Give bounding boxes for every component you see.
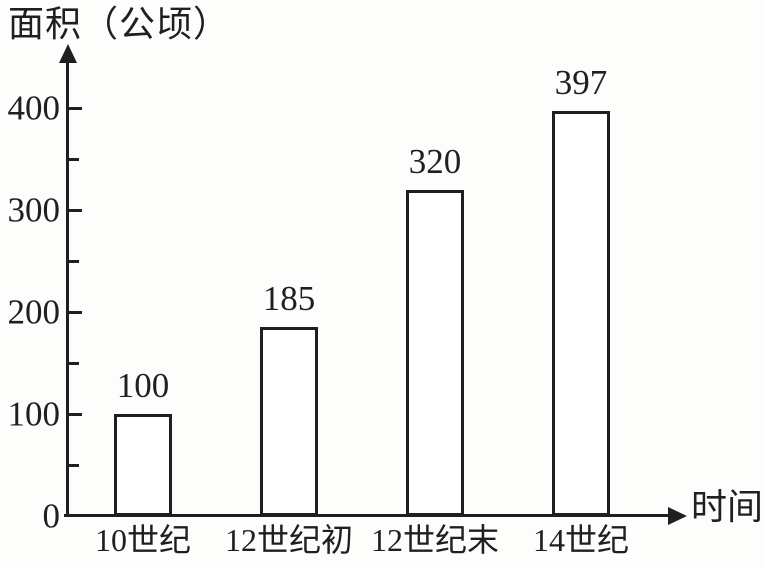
y-axis-line <box>66 52 69 517</box>
y-tick-label: 200 <box>7 292 61 332</box>
x-axis-label: 时间 <box>691 487 763 527</box>
y-tick-label: 0 <box>42 496 61 536</box>
x-category-label: 10世纪 <box>94 522 192 558</box>
y-axis-minor-tick <box>68 463 79 467</box>
x-category-label: 12世纪初 <box>224 522 354 558</box>
x-category-label: 12世纪末 <box>370 522 500 558</box>
y-axis-major-tick <box>68 208 82 212</box>
y-tick-label: 300 <box>7 190 61 230</box>
bar-value-label: 320 <box>408 142 462 181</box>
y-axis-major-tick <box>68 310 82 314</box>
y-tick-label: 100 <box>7 394 61 434</box>
y-axis-minor-tick <box>68 157 79 161</box>
bar <box>406 190 464 516</box>
bar <box>114 414 172 516</box>
x-category-label: 14世纪 <box>532 522 630 558</box>
y-axis-minor-tick <box>68 361 79 365</box>
x-axis-line <box>64 514 672 517</box>
y-axis-major-tick <box>68 412 82 416</box>
bar <box>552 111 610 516</box>
y-tick-label: 400 <box>7 88 61 128</box>
y-axis-title: 面积（公顷） <box>8 4 231 44</box>
y-axis-arrow-icon <box>59 44 77 63</box>
bar <box>260 327 318 516</box>
bar-value-label: 397 <box>554 63 608 102</box>
x-axis-arrow-icon <box>668 507 687 525</box>
bar-value-label: 185 <box>262 279 316 318</box>
y-axis-major-tick <box>68 106 82 110</box>
bar-value-label: 100 <box>116 366 170 405</box>
y-axis-minor-tick <box>68 259 79 263</box>
